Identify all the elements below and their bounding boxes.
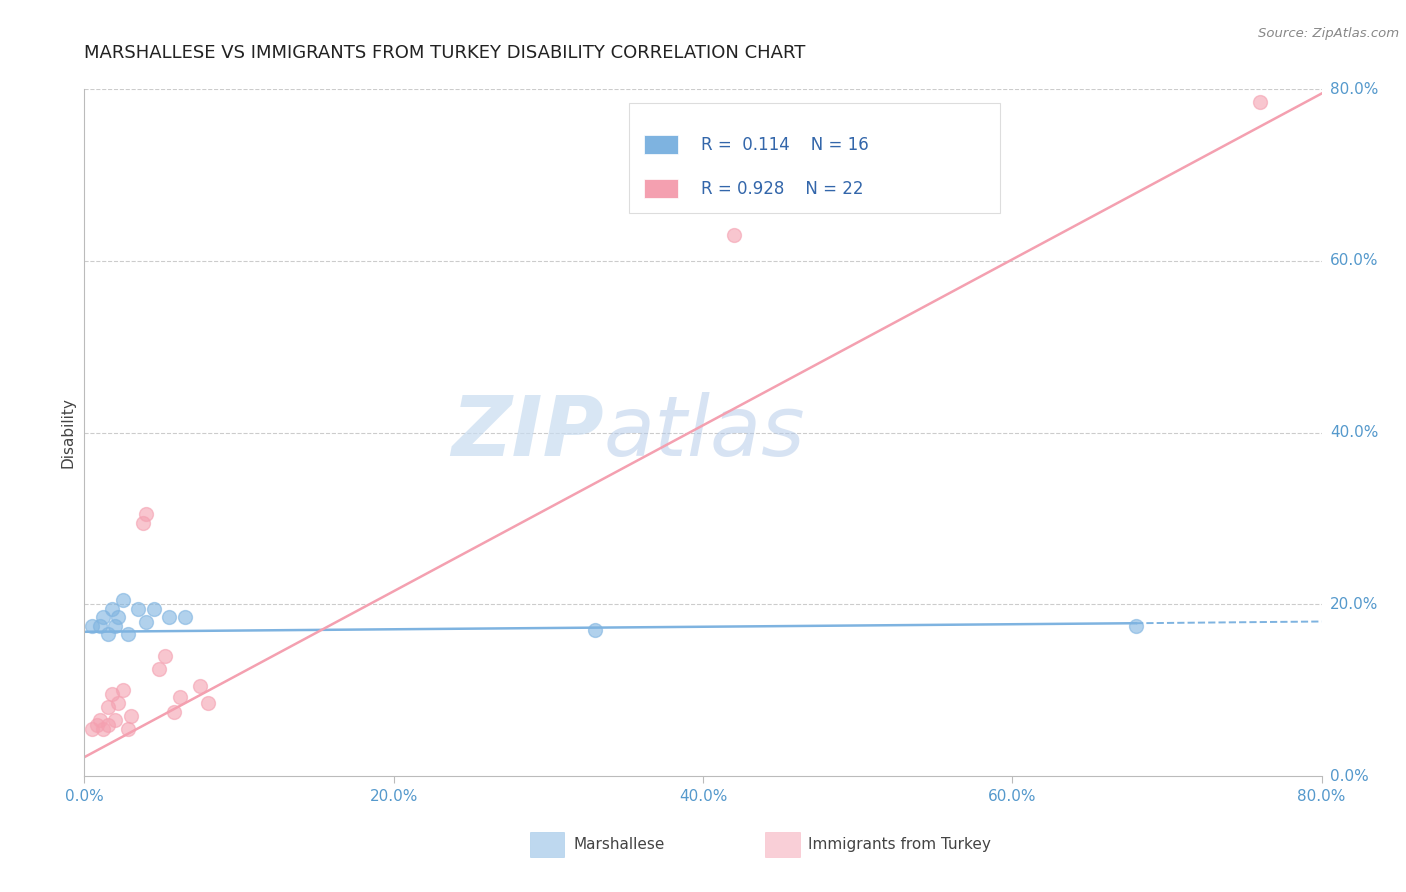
Point — [89, 619, 111, 633]
Text: atlas: atlas — [605, 392, 806, 473]
Y-axis label: Disability: Disability — [60, 397, 76, 468]
Text: 0.0%: 0.0% — [1330, 769, 1368, 783]
Point — [117, 722, 139, 736]
Point — [132, 516, 155, 530]
Point — [583, 623, 606, 637]
Point — [91, 722, 114, 736]
FancyBboxPatch shape — [530, 832, 564, 857]
Text: R = 0.928    N = 22: R = 0.928 N = 22 — [700, 179, 863, 198]
Point — [96, 717, 118, 731]
Point — [82, 619, 104, 633]
Point — [1125, 619, 1147, 633]
Text: Source: ZipAtlas.com: Source: ZipAtlas.com — [1258, 27, 1399, 40]
Point — [104, 619, 127, 633]
Point — [153, 648, 176, 663]
Point — [163, 705, 186, 719]
Text: Immigrants from Turkey: Immigrants from Turkey — [808, 838, 991, 852]
Point — [197, 696, 219, 710]
Point — [120, 709, 142, 723]
Text: 20.0%: 20.0% — [1330, 597, 1378, 612]
Point — [89, 713, 111, 727]
Text: 80.0%: 80.0% — [1330, 82, 1378, 96]
Point — [104, 713, 127, 727]
Point — [96, 700, 118, 714]
Point — [86, 717, 108, 731]
Text: 60.0%: 60.0% — [1330, 253, 1378, 268]
FancyBboxPatch shape — [628, 103, 1000, 213]
Point — [101, 601, 124, 615]
Point — [127, 601, 149, 615]
Point — [174, 610, 197, 624]
Point — [117, 627, 139, 641]
Point — [91, 610, 114, 624]
Text: Marshallese: Marshallese — [574, 838, 665, 852]
Point — [159, 610, 180, 624]
Text: R =  0.114    N = 16: R = 0.114 N = 16 — [700, 136, 869, 153]
Point — [143, 601, 166, 615]
FancyBboxPatch shape — [644, 135, 678, 154]
Text: ZIP: ZIP — [451, 392, 605, 473]
Point — [112, 683, 135, 698]
Text: 40.0%: 40.0% — [1330, 425, 1378, 440]
Point — [96, 627, 118, 641]
Point — [1249, 95, 1271, 109]
Point — [169, 690, 191, 704]
Point — [723, 228, 745, 243]
FancyBboxPatch shape — [765, 832, 800, 857]
Text: MARSHALLESE VS IMMIGRANTS FROM TURKEY DISABILITY CORRELATION CHART: MARSHALLESE VS IMMIGRANTS FROM TURKEY DI… — [84, 45, 806, 62]
Point — [101, 688, 124, 702]
Point — [112, 593, 135, 607]
Point — [148, 662, 170, 676]
FancyBboxPatch shape — [644, 179, 678, 198]
Point — [107, 696, 129, 710]
Point — [188, 679, 211, 693]
Point — [82, 722, 104, 736]
Point — [135, 615, 157, 629]
Point — [135, 507, 157, 521]
Point — [107, 610, 129, 624]
